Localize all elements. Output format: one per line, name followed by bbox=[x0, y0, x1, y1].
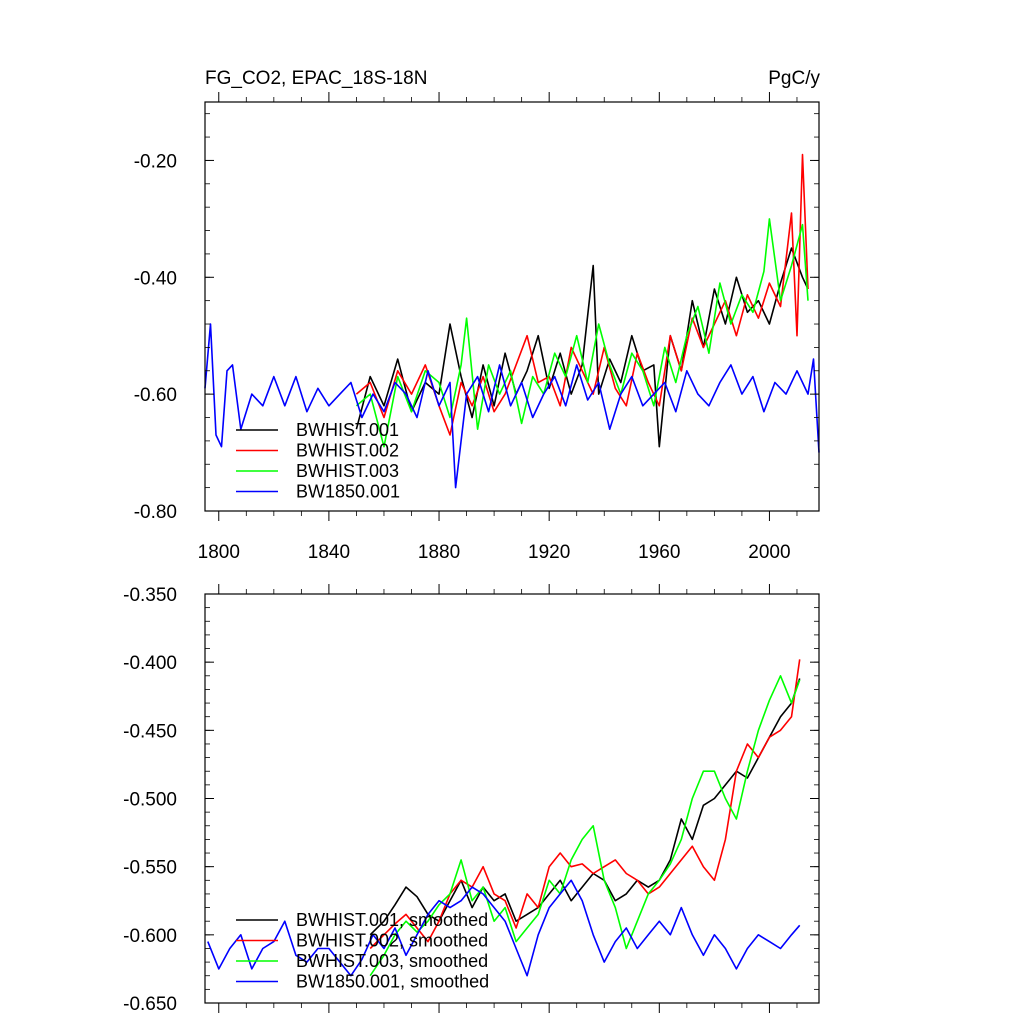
series-line-bwhist-002-smoothed bbox=[369, 659, 801, 950]
x-tick-label: 1960 bbox=[638, 542, 680, 563]
legend-label: BWHIST.003 bbox=[296, 461, 399, 481]
y-tick-label: -0.500 bbox=[123, 790, 177, 811]
top-plot-frame bbox=[204, 101, 820, 512]
y-tick-label: -0.650 bbox=[123, 994, 177, 1015]
series-line-bw1850-001-smoothed bbox=[207, 879, 801, 977]
bottom-panel: -0.350 -0.400 -0.450 -0.500 -0.550 -0.600 -0.6… bbox=[123, 584, 820, 1015]
legend-label: BWHIST.001 bbox=[296, 420, 399, 440]
legend-label: BWHIST.002 bbox=[296, 441, 399, 461]
x-tick-label: 1920 bbox=[528, 542, 570, 563]
x-tick-label: 1880 bbox=[418, 542, 460, 563]
top-panel: FG_CO2, EPAC_18S-18N PgC/y -0.20 -0.40 -0.… bbox=[134, 68, 821, 563]
legend-label: BW1850.001 bbox=[296, 482, 400, 502]
y-tick-label: -0.450 bbox=[123, 721, 177, 742]
y-tick-label: -0.400 bbox=[123, 653, 177, 674]
y-tick-label: -0.40 bbox=[134, 268, 177, 289]
x-tick-label: 1800 bbox=[198, 542, 240, 563]
legend-label: BWHIST.003, smoothed bbox=[296, 951, 488, 971]
y-tick-label: -0.20 bbox=[134, 151, 177, 172]
top-panel-title: FG_CO2, EPAC_18S-18N bbox=[205, 68, 427, 89]
series-line-bwhist-002 bbox=[355, 153, 809, 436]
y-tick-label: -0.600 bbox=[123, 926, 177, 947]
legend-label: BWHIST.002, smoothed bbox=[296, 931, 488, 951]
x-tick-label: 1840 bbox=[308, 542, 350, 563]
y-tick-label: -0.80 bbox=[134, 502, 177, 523]
y-tick-label: -0.350 bbox=[123, 585, 177, 606]
y-tick-label: -0.60 bbox=[134, 385, 177, 406]
legend-label: BW1850.001, smoothed bbox=[296, 972, 489, 992]
series-line-bw1850-001 bbox=[204, 323, 820, 489]
top-panel-units: PgC/y bbox=[768, 68, 820, 89]
x-tick-label: 2000 bbox=[748, 542, 790, 563]
series-line-bwhist-003-smoothed bbox=[369, 674, 801, 977]
series-line-bwhist-003 bbox=[355, 218, 809, 448]
legend-label: BWHIST.001, smoothed bbox=[296, 910, 488, 930]
y-tick-label: -0.550 bbox=[123, 858, 177, 879]
series-line-bwhist-001 bbox=[355, 247, 809, 448]
series-line-bwhist-001-smoothed bbox=[369, 678, 801, 936]
